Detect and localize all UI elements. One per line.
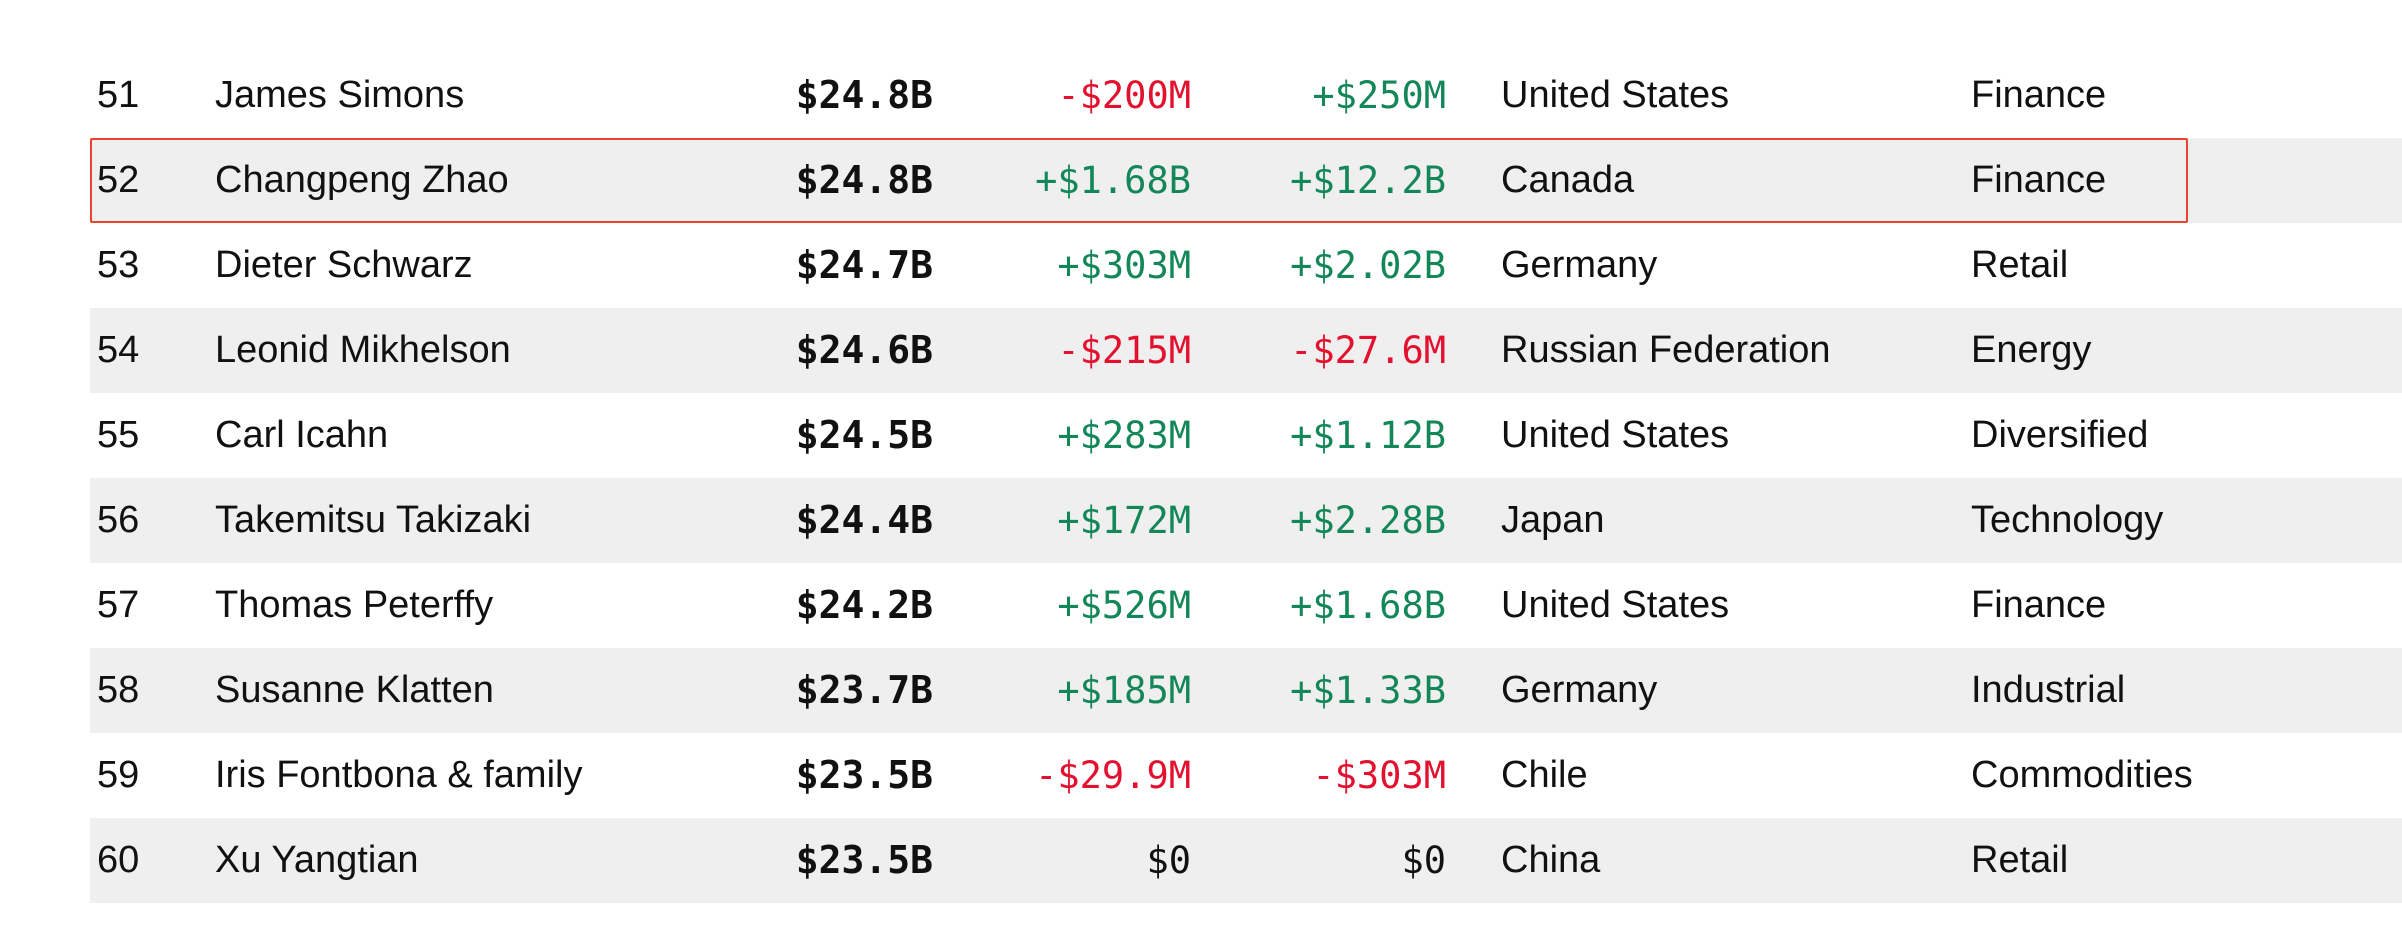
industry-cell: Finance: [1971, 584, 2107, 626]
industry-cell: Finance: [1971, 159, 2107, 201]
last-change-cell: -$200M: [1057, 74, 1191, 117]
net-worth-cell: $24.4B: [795, 498, 933, 542]
table-row[interactable]: 52 Changpeng Zhao $24.8B +$1.68B +$12.2B…: [90, 138, 2402, 223]
ytd-change-cell: +$12.2B: [1290, 159, 1446, 202]
table-row[interactable]: 53 Dieter Schwarz $24.7B +$303M +$2.02B …: [90, 223, 2402, 308]
table-row[interactable]: 51 James Simons $24.8B -$200M +$250M Uni…: [90, 53, 2402, 138]
billionaires-table: 51 James Simons $24.8B -$200M +$250M Uni…: [90, 53, 2402, 903]
name-link[interactable]: Thomas Peterffy: [215, 584, 494, 626]
name-link[interactable]: Carl Icahn: [215, 414, 389, 456]
country-cell: China: [1501, 839, 1601, 881]
net-worth-cell: $23.7B: [795, 668, 933, 712]
last-change-cell: +$526M: [1057, 584, 1191, 627]
last-change-cell: +$185M: [1057, 669, 1191, 712]
last-change-cell: +$303M: [1057, 244, 1191, 287]
rank-cell: 56: [97, 499, 140, 541]
last-change-cell: -$215M: [1057, 329, 1191, 372]
table-row[interactable]: 54 Leonid Mikhelson $24.6B -$215M -$27.6…: [90, 308, 2402, 393]
industry-cell: Technology: [1971, 499, 2164, 541]
rank-cell: 57: [97, 584, 140, 626]
country-cell: Canada: [1501, 159, 1635, 201]
country-cell: United States: [1501, 414, 1730, 456]
table-row[interactable]: 55 Carl Icahn $24.5B +$283M +$1.12B Unit…: [90, 393, 2402, 478]
table-row[interactable]: 60 Xu Yangtian $23.5B $0 $0 China Retail: [90, 818, 2402, 903]
rank-cell: 60: [97, 839, 140, 881]
ytd-change-cell: $0: [1401, 839, 1446, 882]
table-row[interactable]: 59 Iris Fontbona & family $23.5B -$29.9M…: [90, 733, 2402, 818]
last-change-cell: +$283M: [1057, 414, 1191, 457]
rank-cell: 53: [97, 244, 140, 286]
last-change-cell: -$29.9M: [1035, 754, 1191, 797]
country-cell: Japan: [1501, 499, 1605, 541]
name-link[interactable]: Iris Fontbona & family: [215, 754, 583, 796]
ytd-change-cell: +$1.12B: [1290, 414, 1446, 457]
rank-cell: 51: [97, 74, 140, 116]
rank-cell: 54: [97, 329, 140, 371]
name-link[interactable]: Leonid Mikhelson: [215, 329, 511, 371]
country-cell: Germany: [1501, 244, 1658, 286]
last-change-cell: +$172M: [1057, 499, 1191, 542]
table-row[interactable]: 58 Susanne Klatten $23.7B +$185M +$1.33B…: [90, 648, 2402, 733]
industry-cell: Commodities: [1971, 754, 2193, 796]
ytd-change-cell: +$2.02B: [1290, 244, 1446, 287]
industry-cell: Retail: [1971, 839, 2069, 881]
name-link[interactable]: Xu Yangtian: [215, 839, 419, 881]
net-worth-cell: $24.8B: [795, 158, 933, 202]
net-worth-cell: $24.6B: [795, 328, 933, 372]
industry-cell: Industrial: [1971, 669, 2126, 711]
name-link[interactable]: Dieter Schwarz: [215, 244, 473, 286]
last-change-cell: $0: [1146, 839, 1191, 882]
rank-cell: 59: [97, 754, 140, 796]
table-row[interactable]: 57 Thomas Peterffy $24.2B +$526M +$1.68B…: [90, 563, 2402, 648]
country-cell: Chile: [1501, 754, 1588, 796]
last-change-cell: +$1.68B: [1035, 159, 1191, 202]
rank-cell: 58: [97, 669, 140, 711]
ytd-change-cell: +$1.33B: [1290, 669, 1446, 712]
net-worth-cell: $24.2B: [795, 583, 933, 627]
table-row[interactable]: 56 Takemitsu Takizaki $24.4B +$172M +$2.…: [90, 478, 2402, 563]
industry-cell: Energy: [1971, 329, 2092, 371]
net-worth-cell: $24.5B: [795, 413, 933, 457]
rank-cell: 52: [97, 159, 140, 201]
ytd-change-cell: +$250M: [1312, 74, 1446, 117]
country-cell: Russian Federation: [1501, 329, 1831, 371]
name-link[interactable]: James Simons: [215, 74, 465, 116]
ytd-change-cell: +$1.68B: [1290, 584, 1446, 627]
industry-cell: Finance: [1971, 74, 2107, 116]
net-worth-cell: $23.5B: [795, 838, 933, 882]
name-link[interactable]: Takemitsu Takizaki: [215, 499, 532, 541]
net-worth-cell: $24.8B: [795, 73, 933, 117]
net-worth-cell: $24.7B: [795, 243, 933, 287]
name-link[interactable]: Susanne Klatten: [215, 669, 494, 711]
country-cell: United States: [1501, 74, 1730, 116]
name-link[interactable]: Changpeng Zhao: [215, 159, 509, 201]
ytd-change-cell: +$2.28B: [1290, 499, 1446, 542]
rank-cell: 55: [97, 414, 140, 456]
country-cell: Germany: [1501, 669, 1658, 711]
country-cell: United States: [1501, 584, 1730, 626]
net-worth-cell: $23.5B: [795, 753, 933, 797]
industry-cell: Retail: [1971, 244, 2069, 286]
ytd-change-cell: -$27.6M: [1290, 329, 1446, 372]
ytd-change-cell: -$303M: [1312, 754, 1446, 797]
industry-cell: Diversified: [1971, 414, 2149, 456]
